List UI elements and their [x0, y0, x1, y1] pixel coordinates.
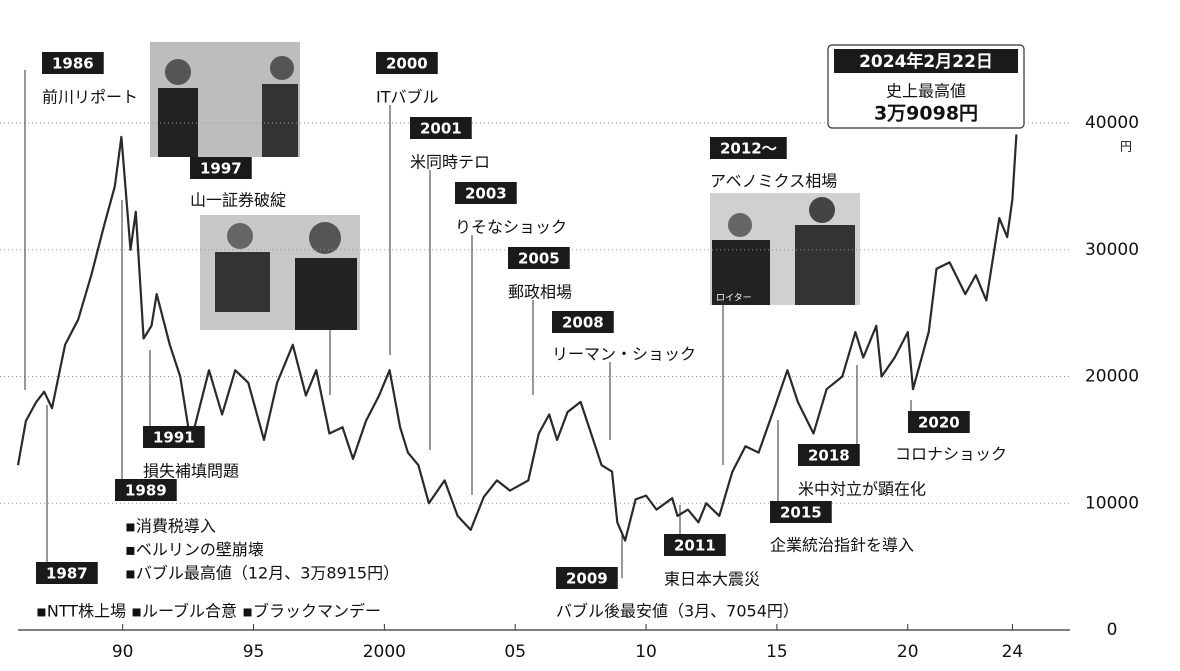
label-bg: [376, 52, 438, 74]
label-bg: [710, 137, 787, 159]
label-box: 1991: [143, 426, 205, 448]
photo-credit: ロイター: [716, 293, 752, 304]
label-text: 2018: [808, 447, 850, 465]
annotation-text: ▪ベルリンの壁崩壊: [125, 540, 264, 559]
y-tick-label: 20000: [1085, 367, 1139, 387]
label-bg: [115, 479, 177, 501]
label-bg: [770, 501, 832, 523]
label-bg: [36, 562, 98, 584]
peak-text: 史上最高値: [886, 82, 966, 101]
x-tick-label: 2000: [363, 642, 406, 662]
label-bg: [42, 52, 104, 74]
annotation-text: ▪バブル最高値（12月、3万8915円）: [125, 564, 399, 583]
label-text: 2012～: [720, 140, 777, 158]
annotation-text: コロナショック: [895, 445, 1007, 464]
label-text: 2003: [465, 185, 507, 203]
y-unit: 円: [1120, 140, 1132, 154]
price-line: [16, 134, 1018, 542]
annotation-text: ▪NTT株上場 ▪ルーブル合意 ▪ブラックマンデー: [36, 602, 381, 621]
label-bg: [190, 157, 252, 179]
label-box: 2011: [664, 534, 726, 556]
y-tick-label: 10000: [1085, 493, 1139, 513]
label-box: 2012～: [710, 137, 787, 159]
label-text: 1986: [52, 55, 94, 73]
peak-text: 3万9098円: [874, 103, 978, 125]
label-bg: [664, 534, 726, 556]
label-box: 2000: [376, 52, 438, 74]
annotation-text: ITバブル: [376, 88, 439, 107]
label-text: 1997: [200, 160, 242, 178]
label-box: 2020: [908, 411, 970, 433]
label-box: 1987: [36, 562, 98, 584]
label-text: 2009: [566, 570, 608, 588]
y-tick-label: 0: [1107, 620, 1118, 640]
label-text: 2015: [780, 504, 822, 522]
annotation-text: ▪消費税導入: [125, 517, 216, 536]
x-tick-label: 95: [243, 642, 265, 662]
label-bg: [455, 182, 517, 204]
label-box: 1989: [115, 479, 177, 501]
x-tick-label: 24: [1002, 642, 1024, 662]
peak-date: 2024年2月22日: [859, 51, 993, 72]
annotation-text: 山一証券破綻: [190, 191, 286, 210]
label-box: 2015: [770, 501, 832, 523]
label-bg: [143, 426, 205, 448]
annotation-text: りそなショック: [455, 218, 567, 237]
label-text: 2000: [386, 55, 428, 73]
annotation-text: アベノミクス相場: [710, 172, 837, 191]
annotation-text: 郵政相場: [508, 283, 572, 302]
label-bg: [556, 567, 618, 589]
label-text: 1989: [125, 482, 167, 500]
annotation-text: 前川リポート: [42, 88, 138, 107]
label-text: 2001: [420, 120, 462, 138]
annotation-text: 企業統治指針を導入: [770, 536, 914, 555]
x-tick-label: 20: [897, 642, 919, 662]
label-box: 2005: [508, 247, 570, 269]
label-box: 1986: [42, 52, 104, 74]
label-box: 2009: [556, 567, 618, 589]
label-bg: [798, 444, 860, 466]
label-box: 2018: [798, 444, 860, 466]
label-box: 2001: [410, 117, 472, 139]
label-text: 1991: [153, 429, 195, 447]
label-box: 2003: [455, 182, 517, 204]
label-text: 2008: [562, 314, 604, 332]
y-tick-label: 40000: [1085, 113, 1139, 133]
label-text: 2011: [674, 537, 716, 555]
annotation-text: 米中対立が顕在化: [798, 480, 926, 499]
annotation-text: バブル後最安値（3月、7054円）: [556, 602, 799, 621]
peak-header: [834, 49, 1018, 73]
label-box: 1997: [190, 157, 252, 179]
label-text: 1987: [46, 565, 88, 583]
label-box: 2008: [552, 311, 614, 333]
x-tick-label: 90: [112, 642, 134, 662]
label-bg: [508, 247, 570, 269]
x-tick-label: 05: [504, 642, 526, 662]
annotation-text: リーマン・ショック: [552, 345, 696, 364]
annotation-text: 米同時テロ: [410, 153, 490, 172]
label-text: 2005: [518, 250, 560, 268]
x-tick-label: 10: [635, 642, 657, 662]
annotation-text: 東日本大震災: [664, 570, 760, 589]
label-bg: [410, 117, 472, 139]
y-tick-label: 30000: [1085, 240, 1139, 260]
label-text: 2020: [918, 414, 960, 432]
label-bg: [552, 311, 614, 333]
annotation-text: 損失補填問題: [143, 462, 239, 481]
x-tick-label: 15: [766, 642, 788, 662]
label-bg: [908, 411, 970, 433]
